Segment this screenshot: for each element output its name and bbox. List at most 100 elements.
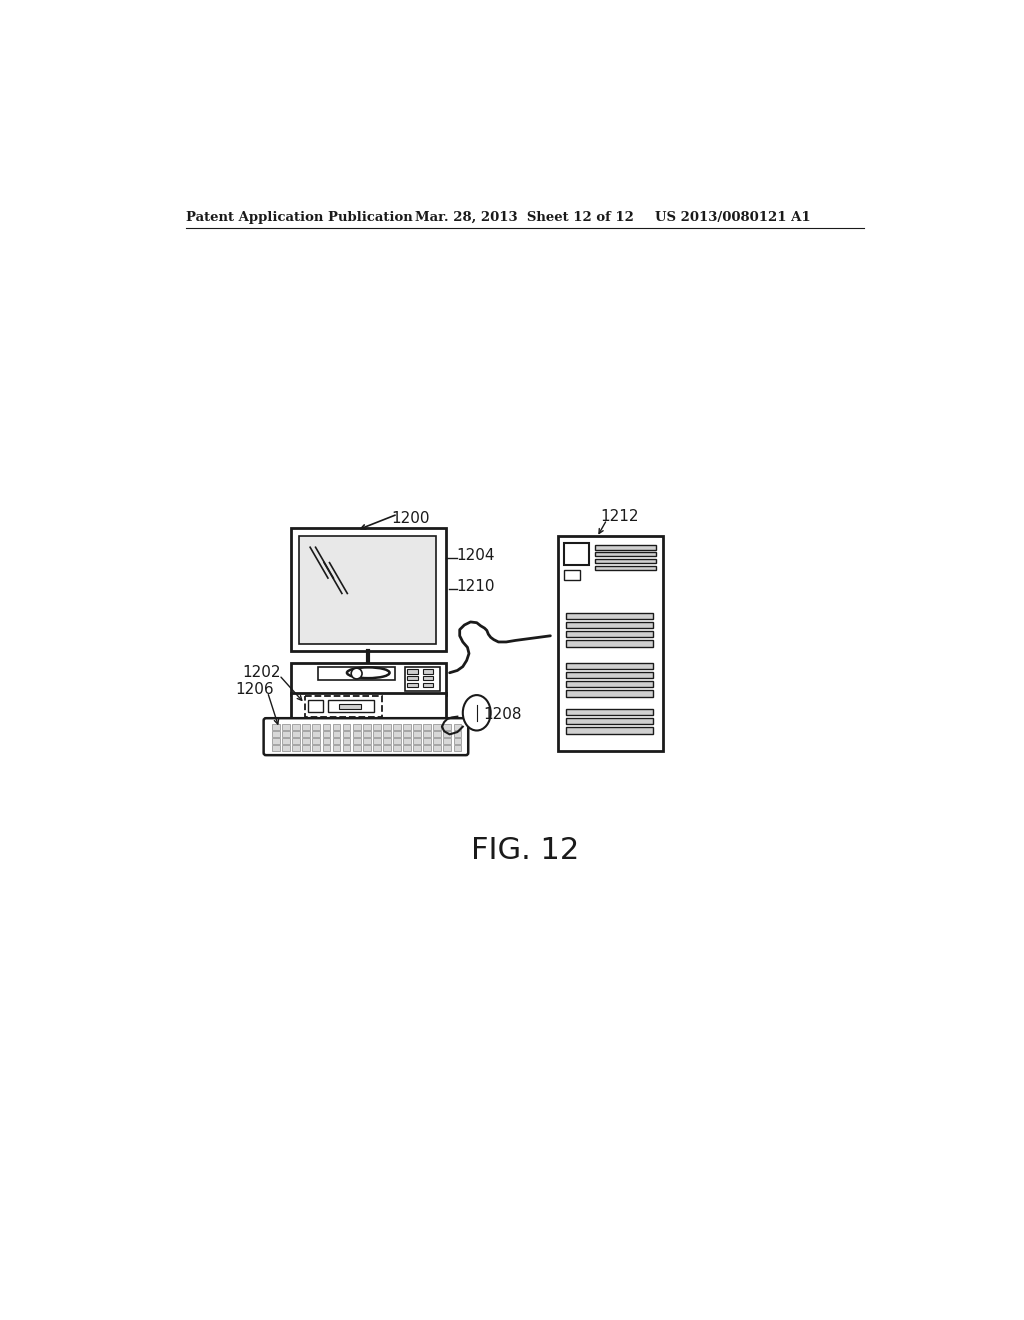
Bar bbox=[393, 738, 400, 743]
Bar bbox=[302, 731, 310, 737]
Bar bbox=[566, 612, 653, 619]
Text: FIG. 12: FIG. 12 bbox=[471, 836, 579, 865]
Bar bbox=[407, 676, 418, 681]
Bar bbox=[328, 700, 375, 711]
Bar bbox=[291, 528, 445, 651]
Text: Patent Application Publication: Patent Application Publication bbox=[186, 211, 413, 224]
Bar bbox=[362, 744, 371, 751]
Bar bbox=[566, 663, 653, 669]
Bar bbox=[454, 738, 461, 743]
Bar bbox=[312, 725, 321, 730]
Bar bbox=[291, 693, 445, 721]
Bar bbox=[403, 738, 411, 743]
Bar bbox=[302, 744, 310, 751]
Bar bbox=[403, 744, 411, 751]
Bar bbox=[323, 738, 331, 743]
Bar bbox=[566, 690, 653, 697]
Bar bbox=[443, 744, 452, 751]
Bar bbox=[566, 631, 653, 638]
Bar bbox=[362, 738, 371, 743]
Bar bbox=[352, 738, 360, 743]
Bar bbox=[283, 744, 290, 751]
Bar bbox=[305, 696, 382, 718]
Bar bbox=[373, 731, 381, 737]
Bar bbox=[566, 727, 653, 734]
Bar bbox=[414, 725, 421, 730]
Bar bbox=[393, 731, 400, 737]
Bar bbox=[443, 725, 452, 730]
Bar bbox=[454, 725, 461, 730]
Bar bbox=[333, 744, 340, 751]
Bar bbox=[393, 725, 400, 730]
Bar bbox=[433, 731, 441, 737]
Bar bbox=[272, 738, 280, 743]
Bar bbox=[595, 552, 655, 557]
Bar bbox=[558, 536, 663, 751]
Text: 1202: 1202 bbox=[243, 665, 282, 680]
Bar bbox=[373, 725, 381, 730]
Bar bbox=[373, 738, 381, 743]
Bar bbox=[343, 725, 350, 730]
Bar bbox=[443, 738, 452, 743]
Bar bbox=[352, 725, 360, 730]
Bar bbox=[433, 725, 441, 730]
Bar bbox=[423, 682, 433, 688]
Bar bbox=[352, 744, 360, 751]
Bar bbox=[564, 570, 580, 579]
Bar bbox=[292, 725, 300, 730]
Bar bbox=[566, 672, 653, 678]
Bar bbox=[283, 731, 290, 737]
Bar bbox=[566, 622, 653, 628]
Bar bbox=[352, 731, 360, 737]
Bar bbox=[414, 744, 421, 751]
Bar bbox=[272, 731, 280, 737]
Bar bbox=[333, 738, 340, 743]
Bar bbox=[407, 682, 418, 688]
Bar bbox=[454, 744, 461, 751]
Bar bbox=[383, 731, 391, 737]
Bar bbox=[383, 738, 391, 743]
Bar bbox=[423, 738, 431, 743]
Bar bbox=[291, 663, 445, 696]
Bar bbox=[323, 725, 331, 730]
Bar bbox=[407, 669, 418, 673]
Bar bbox=[362, 731, 371, 737]
Bar bbox=[299, 536, 436, 644]
Bar bbox=[566, 681, 653, 688]
Bar bbox=[308, 700, 324, 711]
Bar bbox=[403, 731, 411, 737]
Bar bbox=[312, 738, 321, 743]
Text: 1204: 1204 bbox=[457, 548, 495, 564]
Bar bbox=[283, 725, 290, 730]
Bar bbox=[343, 738, 350, 743]
Bar bbox=[343, 744, 350, 751]
Bar bbox=[343, 731, 350, 737]
Bar bbox=[339, 704, 360, 709]
Text: 1206: 1206 bbox=[234, 682, 273, 697]
Bar bbox=[564, 544, 589, 565]
Bar bbox=[423, 731, 431, 737]
Text: 1200: 1200 bbox=[391, 511, 430, 527]
Bar bbox=[317, 667, 395, 681]
Bar bbox=[393, 744, 400, 751]
Bar bbox=[595, 558, 655, 564]
Text: US 2013/0080121 A1: US 2013/0080121 A1 bbox=[655, 211, 811, 224]
Bar bbox=[423, 725, 431, 730]
Text: 1212: 1212 bbox=[601, 510, 639, 524]
Bar bbox=[566, 709, 653, 715]
Bar bbox=[433, 744, 441, 751]
Text: 1208: 1208 bbox=[483, 706, 521, 722]
Bar bbox=[383, 744, 391, 751]
Bar bbox=[414, 738, 421, 743]
Bar bbox=[312, 744, 321, 751]
FancyBboxPatch shape bbox=[263, 718, 468, 755]
Bar bbox=[383, 725, 391, 730]
Bar bbox=[302, 725, 310, 730]
Ellipse shape bbox=[463, 696, 490, 730]
Text: 1210: 1210 bbox=[457, 579, 495, 594]
Bar bbox=[333, 725, 340, 730]
Bar bbox=[323, 731, 331, 737]
Bar bbox=[566, 718, 653, 725]
Bar bbox=[362, 725, 371, 730]
Circle shape bbox=[351, 668, 362, 678]
